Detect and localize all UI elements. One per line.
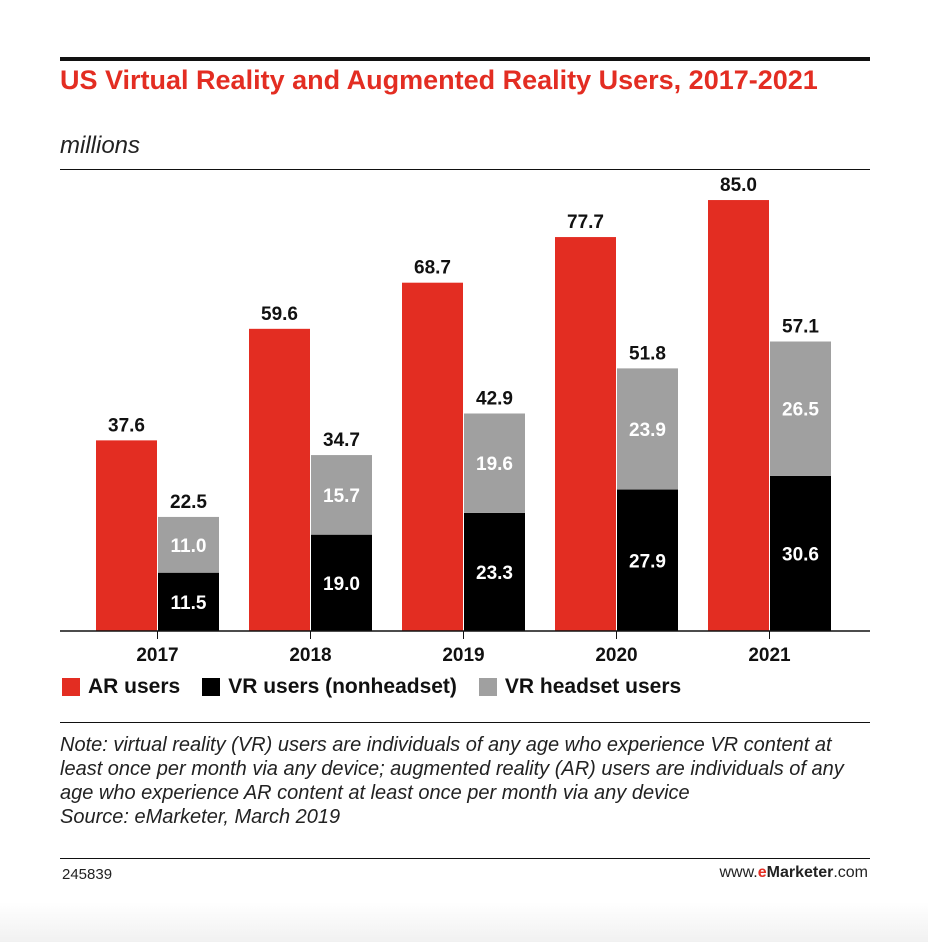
chart-title: US Virtual Reality and Augmented Reality…: [60, 65, 818, 95]
bar-ar-2018: [249, 328, 310, 631]
label-vr-nonheadset-2018: 19.0: [323, 574, 360, 595]
label-vr-headset-2018: 15.7: [323, 486, 360, 507]
bar-vr-nonheadset-2021: [770, 475, 831, 631]
label-vr-total-2020: 51.8: [629, 343, 666, 364]
bar-vr-headset-2021: [770, 341, 831, 476]
x-tick-label-2019: 2019: [442, 645, 484, 666]
label-vr-headset-2020: 23.9: [629, 420, 666, 441]
note-text: Note: virtual reality (VR) users are ind…: [60, 734, 844, 804]
bar-ar-2019: [402, 282, 463, 631]
label-vr-nonheadset-2021: 30.6: [782, 544, 819, 565]
bar-vr-headset-2020: [617, 368, 678, 490]
brand-name: Marketer: [766, 864, 834, 881]
label-ar-2021: 85.0: [720, 175, 757, 196]
bar-vr-nonheadset-2017: [158, 572, 219, 631]
legend: AR users VR users (nonheadset) VR headse…: [62, 675, 681, 699]
label-vr-total-2021: 57.1: [782, 317, 819, 338]
label-vr-total-2017: 22.5: [170, 492, 207, 513]
bar-vr-nonheadset-2018: [311, 534, 372, 631]
brand-suffix: .com: [833, 864, 868, 881]
label-vr-headset-2017: 11.0: [171, 536, 207, 557]
bar-ar-2021: [708, 200, 769, 632]
legend-label-ar: AR users: [88, 675, 181, 698]
legend-label-vr-headset: VR headset users: [504, 675, 682, 698]
label-ar-2020: 77.7: [567, 212, 604, 233]
bar-vr-headset-2019: [464, 413, 525, 513]
label-vr-headset-2019: 19.6: [476, 454, 513, 475]
label-vr-nonheadset-2020: 27.9: [629, 551, 666, 572]
label-vr-nonheadset-2017: 11.5: [171, 593, 207, 614]
legend-swatch-vr-headset: [478, 678, 497, 696]
bar-vr-nonheadset-2020: [617, 489, 678, 631]
chart-note: Note: virtual reality (VR) users are ind…: [60, 733, 860, 829]
x-tick-label-2021: 2021: [748, 645, 791, 666]
label-vr-headset-2021: 26.5: [782, 400, 819, 421]
legend-rule: [60, 722, 870, 723]
legend-swatch-ar: [62, 678, 80, 696]
footer-rule: [60, 858, 870, 859]
x-tick-label-2017: 2017: [136, 645, 178, 666]
bar-ar-2020: [555, 237, 616, 631]
legend-item-vr-headset: VR headset users: [478, 675, 682, 699]
label-vr-total-2018: 34.7: [323, 430, 360, 451]
bar-vr-nonheadset-2019: [464, 512, 525, 631]
bar-vr-headset-2017: [158, 516, 219, 573]
bar-ar-2017: [96, 440, 157, 631]
source-text: Source: eMarketer, March 2019: [60, 806, 341, 828]
x-tick-label-2018: 2018: [289, 645, 331, 666]
brand-e: e: [757, 864, 767, 881]
legend-label-vr-nonheadset: VR users (nonheadset): [228, 675, 457, 698]
bottom-fade: [0, 902, 928, 942]
brand-link[interactable]: www.eMarketer.com: [719, 864, 868, 882]
label-ar-2018: 59.6: [261, 304, 298, 325]
brand-prefix: www.: [719, 864, 758, 881]
top-rule: [60, 57, 870, 61]
header-rule: [60, 169, 870, 170]
chart-subtitle: millions: [60, 132, 141, 159]
legend-item-ar: AR users: [62, 675, 180, 699]
label-vr-nonheadset-2019: 23.3: [476, 563, 513, 584]
label-vr-total-2019: 42.9: [476, 388, 513, 409]
bar-vr-headset-2018: [311, 455, 372, 535]
x-tick-label-2020: 2020: [595, 645, 637, 666]
chart-id: 245839: [62, 866, 113, 883]
legend-item-vr-nonheadset: VR users (nonheadset): [202, 675, 457, 699]
label-ar-2017: 37.6: [108, 415, 145, 436]
legend-swatch-vr-nonheadset: [202, 678, 221, 696]
label-ar-2019: 68.7: [414, 258, 451, 279]
